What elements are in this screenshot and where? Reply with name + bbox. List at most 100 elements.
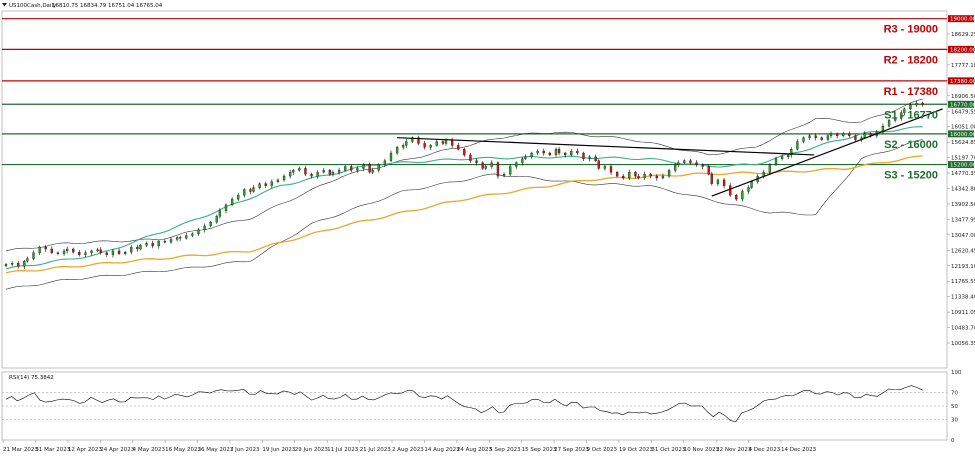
- candle: [395, 145, 399, 155]
- level-tag-15200: [948, 161, 974, 169]
- candle-body-bull: [90, 250, 93, 253]
- bollinger-lower-line: [5, 139, 923, 290]
- candle-body-bull: [337, 170, 341, 173]
- x-tick-label: 5 Sep 2023: [489, 447, 521, 453]
- level-label-16770: S1 - 16770: [884, 109, 938, 121]
- candle: [23, 259, 26, 269]
- candle-body-bear: [557, 149, 561, 154]
- candle: [32, 250, 35, 261]
- candle-body-bull: [145, 243, 148, 246]
- candle: [99, 247, 102, 255]
- candle-body-bear: [328, 170, 332, 175]
- rsi-tick-label: 70: [951, 390, 958, 396]
- candle: [328, 168, 332, 176]
- level-label-16000: S2 - 16000: [884, 139, 938, 151]
- candle-body-bull: [157, 241, 160, 247]
- candle: [350, 164, 353, 173]
- candle-body-bull: [900, 112, 903, 119]
- candle: [337, 167, 341, 175]
- y-tick-label: 10056.35: [951, 341, 975, 347]
- candle: [768, 163, 772, 175]
- candle-body-bear: [814, 135, 817, 138]
- candle-body-bull: [276, 179, 280, 182]
- candle: [829, 131, 833, 139]
- candle: [835, 132, 839, 139]
- candle-body-bull: [716, 179, 720, 184]
- level-tag-17380: [948, 77, 974, 85]
- candle: [903, 107, 906, 116]
- trendline-2: [711, 108, 943, 197]
- y-tick-label: 17777.10: [951, 63, 975, 69]
- candle-body-bull: [316, 172, 319, 177]
- candle: [536, 149, 539, 156]
- candle-body-bull: [909, 104, 912, 110]
- level-label-15200: S3 - 15200: [884, 170, 938, 182]
- candle-body-bull: [203, 225, 206, 230]
- candle: [588, 154, 591, 162]
- dropdown-triangle-icon[interactable]: [2, 3, 7, 7]
- candle: [582, 151, 585, 162]
- candle-body-bull: [215, 216, 218, 223]
- candle: [649, 172, 652, 179]
- x-tick-label: 10 Nov 2023: [684, 447, 720, 453]
- candle-body-bull: [292, 170, 295, 173]
- candle: [524, 154, 527, 161]
- candle-body-bull: [808, 135, 811, 138]
- x-tick-label: 11 Jul 2023: [327, 447, 359, 453]
- candle-body-bear: [469, 154, 472, 161]
- candle: [175, 236, 179, 242]
- candle-body-bull: [411, 137, 414, 142]
- candle-body-bull: [218, 210, 222, 217]
- rsi-tick-label: 0: [951, 438, 955, 444]
- candle: [820, 136, 823, 141]
- candle: [368, 162, 371, 174]
- candle: [56, 251, 60, 256]
- candle: [622, 174, 625, 180]
- candle: [65, 246, 69, 254]
- candle-body-bear: [615, 172, 619, 177]
- candle-body-bear: [820, 137, 823, 140]
- y-tick-label: 13477.95: [951, 217, 975, 223]
- x-tick-label: 15 Sep 2023: [522, 447, 557, 453]
- candle: [62, 249, 66, 256]
- candle: [826, 133, 830, 142]
- candle: [136, 244, 139, 252]
- candle-body-bull: [826, 135, 830, 140]
- candle: [310, 172, 313, 179]
- candle: [515, 161, 518, 169]
- bollinger-upper-line: [5, 98, 923, 252]
- candle: [282, 174, 286, 182]
- x-tick-label: 19 Jun 2023: [262, 447, 296, 453]
- candle: [203, 223, 206, 233]
- candle: [750, 180, 753, 189]
- candle-body-bull: [536, 150, 539, 154]
- candle-body-bear: [304, 168, 307, 175]
- candle: [729, 183, 732, 197]
- x-tick-label: 7 Jun 2023: [230, 447, 260, 453]
- y-tick-label: 18629.25: [951, 32, 975, 38]
- candle: [258, 182, 261, 190]
- candle-body-bull: [643, 173, 646, 179]
- candle-body-bull: [887, 120, 891, 127]
- candle-body-bear: [117, 250, 121, 254]
- level-label-19000: R3 - 19000: [884, 24, 938, 36]
- candle-body-bull: [252, 187, 255, 192]
- candle-body-bull: [509, 166, 512, 175]
- level-tag-text-17380: 17380.00: [950, 79, 975, 85]
- candle: [643, 171, 646, 180]
- candle-body-bear: [921, 102, 924, 105]
- candle-body-bull: [197, 229, 200, 234]
- y-tick-label: 15197.70: [951, 156, 975, 162]
- x-tick-label: 14 Dec 2023: [781, 447, 817, 453]
- level-tag-19000: [948, 15, 974, 23]
- candle-body-bull: [750, 181, 753, 188]
- candle: [230, 197, 234, 207]
- ohlc-readout: 16810.75 16834.79 16751.04 16765.04: [52, 3, 163, 9]
- candle: [548, 151, 552, 157]
- candle: [10, 261, 14, 267]
- candle: [689, 158, 692, 165]
- candle: [609, 163, 613, 175]
- candle: [463, 147, 466, 157]
- x-tick-label: 29 Jun 2023: [295, 447, 329, 453]
- x-tick-label: 9 Oct 2023: [587, 447, 618, 453]
